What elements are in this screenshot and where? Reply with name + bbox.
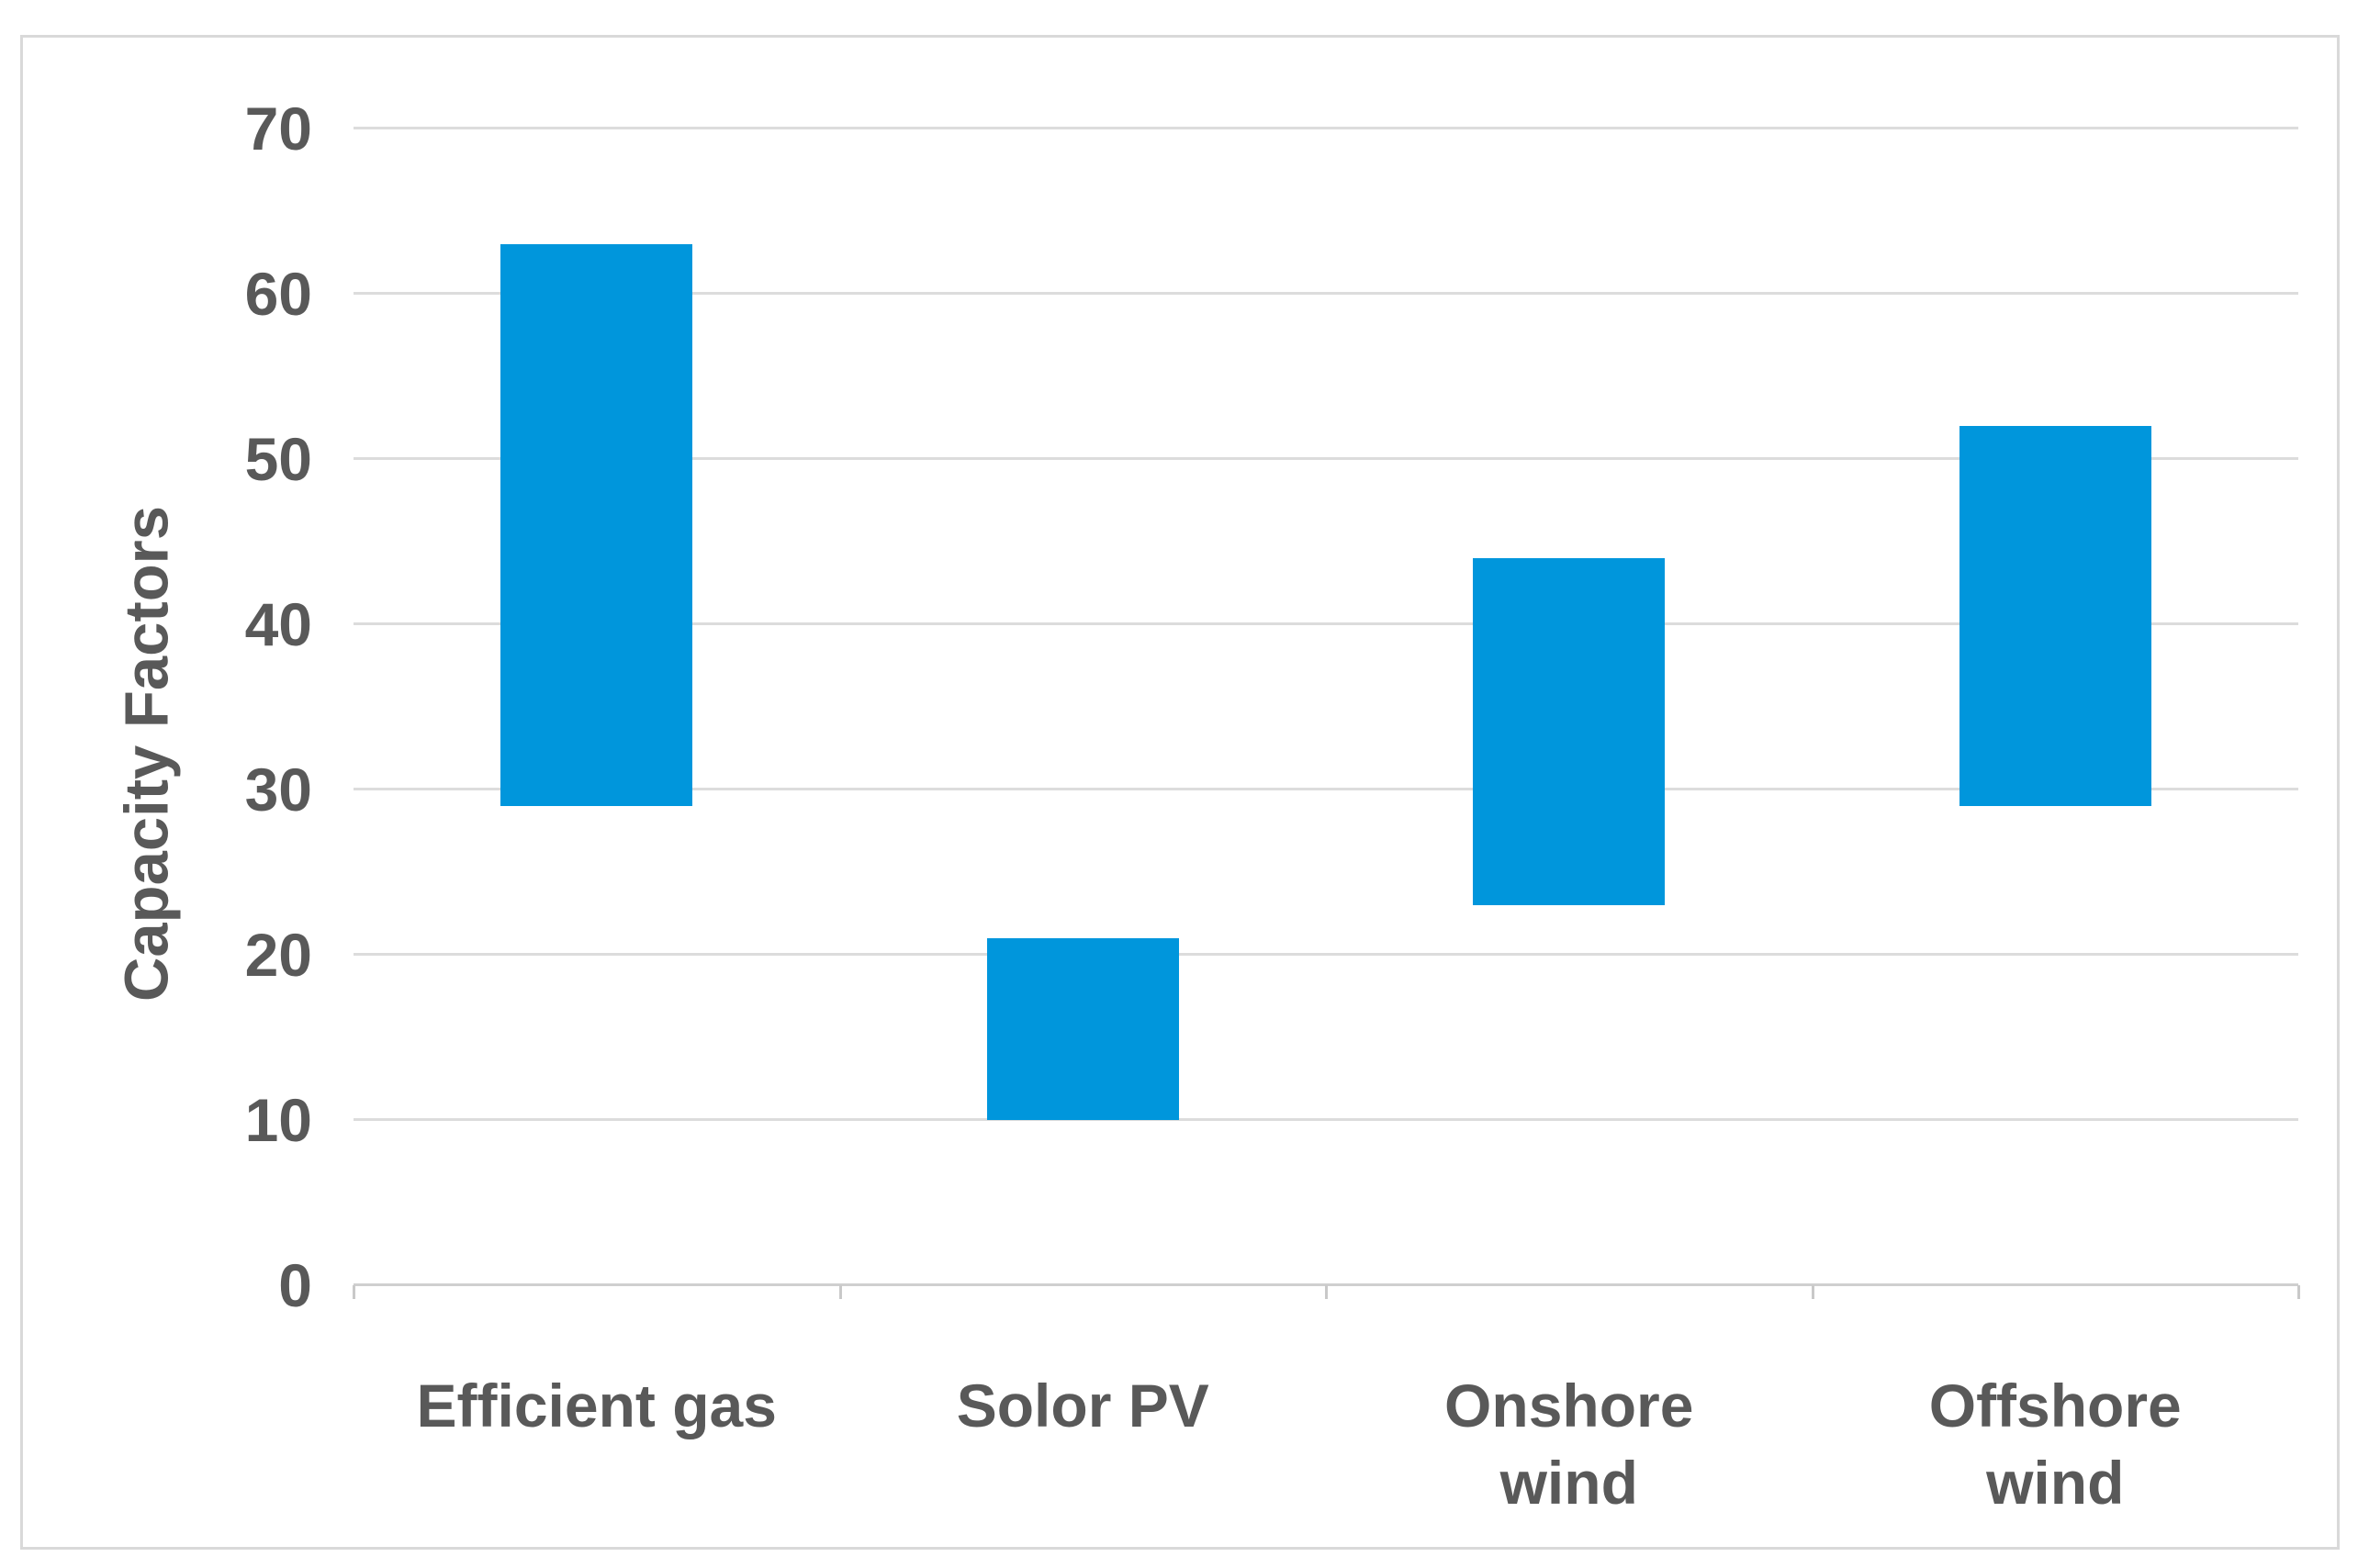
y-tick-label-60: 60 bbox=[244, 260, 312, 328]
x-label-3: Onshore wind bbox=[1444, 1372, 1694, 1518]
gridline-y-60 bbox=[354, 292, 2298, 295]
chart-frame: Capacity Factors 0 10 20 30 40 50 60 70 Efficie… bbox=[20, 35, 2340, 1550]
gridline-y-30 bbox=[354, 788, 2298, 790]
x-label-1: Efficient gas bbox=[416, 1372, 777, 1439]
x-axis-tick-4 bbox=[2297, 1285, 2300, 1299]
gridline-y-40 bbox=[354, 622, 2298, 626]
x-label-2: Solor PV bbox=[956, 1372, 1209, 1439]
x-axis-tick-1 bbox=[838, 1285, 842, 1299]
x-label-4: Offshore wind bbox=[1928, 1372, 2182, 1518]
bar-efficient-gas bbox=[500, 244, 693, 807]
plot-area bbox=[353, 127, 2300, 1299]
y-tick-label-70: 70 bbox=[244, 95, 312, 162]
x-axis-tick-2 bbox=[1325, 1285, 1328, 1299]
x-axis-tick-0 bbox=[353, 1285, 355, 1299]
x-axis-tick-3 bbox=[1811, 1285, 1814, 1299]
y-tick-label-30: 30 bbox=[244, 756, 312, 823]
gridline-y-50 bbox=[354, 457, 2298, 460]
y-tick-label-20: 20 bbox=[244, 921, 312, 989]
gridline-y-20 bbox=[354, 953, 2298, 957]
y-tick-label-50: 50 bbox=[244, 425, 312, 493]
bar-solor-pv bbox=[986, 938, 1179, 1120]
gridline-y-10 bbox=[354, 1118, 2298, 1122]
gridline-y-70 bbox=[354, 127, 2298, 129]
y-tick-label-0: 0 bbox=[278, 1251, 312, 1319]
bar-offshore-wind bbox=[1959, 426, 2151, 807]
y-tick-label-10: 10 bbox=[244, 1086, 312, 1154]
y-axis-tick-labels: 0 10 20 30 40 50 60 70 bbox=[78, 98, 312, 1316]
y-tick-label-40: 40 bbox=[244, 590, 312, 658]
x-axis-category-labels: Efficient gas Solor PV Onshore wind Offshor… bbox=[354, 1367, 2298, 1541]
bar-onshore-wind bbox=[1473, 558, 1666, 905]
x-axis-line bbox=[354, 1283, 2298, 1286]
